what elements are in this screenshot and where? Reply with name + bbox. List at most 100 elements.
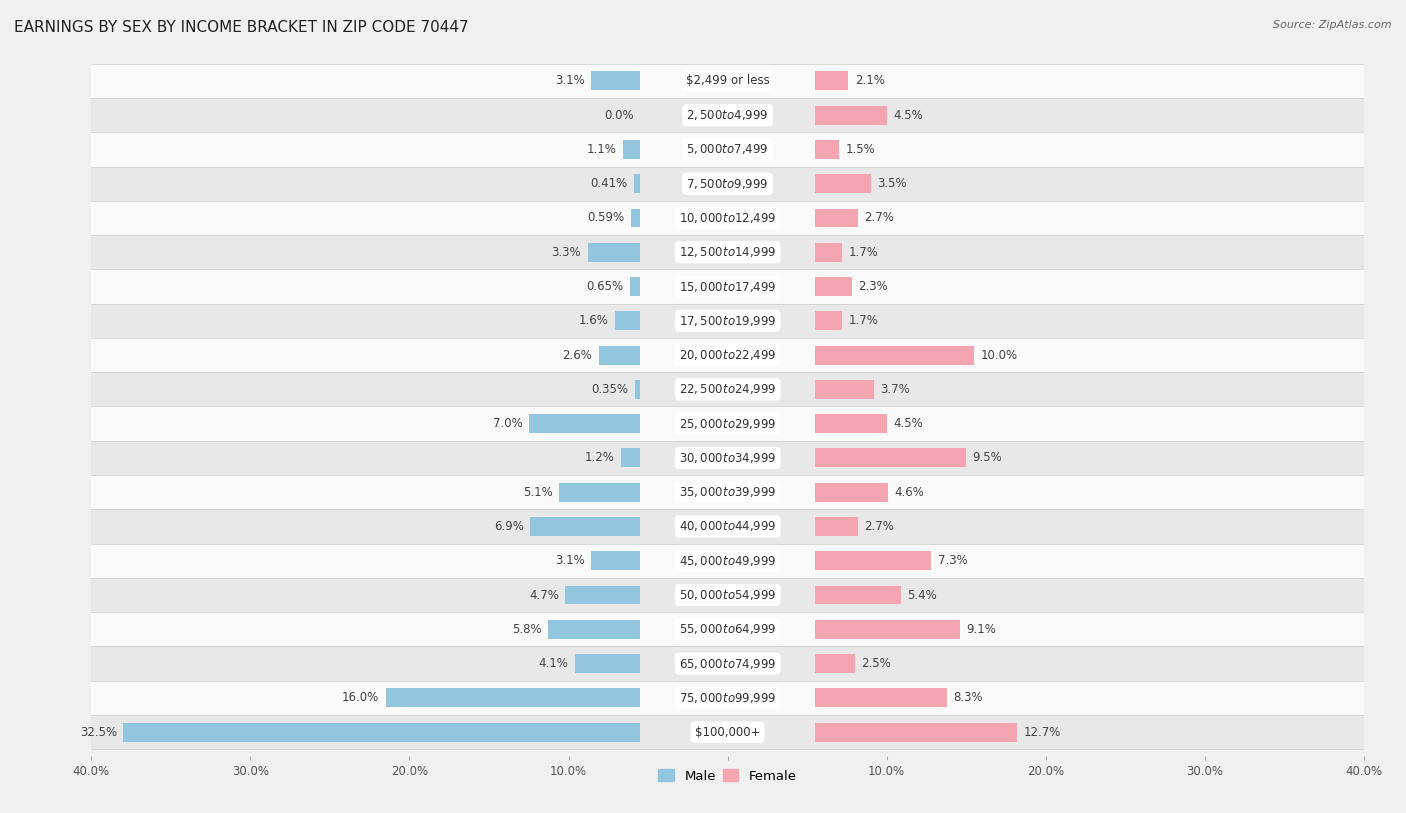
Bar xyxy=(815,380,875,399)
Text: 3.5%: 3.5% xyxy=(877,177,907,190)
Bar xyxy=(815,140,839,159)
Text: 9.1%: 9.1% xyxy=(966,623,995,636)
Text: 32.5%: 32.5% xyxy=(80,725,117,738)
Bar xyxy=(548,620,640,639)
Bar xyxy=(124,723,640,741)
Text: $45,000 to $49,999: $45,000 to $49,999 xyxy=(679,554,776,567)
Bar xyxy=(815,414,887,433)
Bar xyxy=(815,209,858,228)
Text: $35,000 to $39,999: $35,000 to $39,999 xyxy=(679,485,776,499)
Text: 3.1%: 3.1% xyxy=(555,75,585,88)
Text: 2.7%: 2.7% xyxy=(865,211,894,224)
Text: 7.3%: 7.3% xyxy=(938,554,967,567)
Text: $65,000 to $74,999: $65,000 to $74,999 xyxy=(679,657,776,671)
Bar xyxy=(815,243,842,262)
Bar xyxy=(91,441,1364,475)
Bar xyxy=(621,449,640,467)
Text: 4.7%: 4.7% xyxy=(529,589,560,602)
Bar xyxy=(91,269,1364,304)
Bar xyxy=(815,585,901,604)
Text: 5.8%: 5.8% xyxy=(512,623,541,636)
Bar xyxy=(631,209,640,228)
Bar xyxy=(91,715,1364,750)
Bar xyxy=(560,483,640,502)
Bar xyxy=(529,414,640,433)
Text: 0.65%: 0.65% xyxy=(586,280,623,293)
Text: $40,000 to $44,999: $40,000 to $44,999 xyxy=(679,520,776,533)
Bar xyxy=(815,723,1017,741)
Bar xyxy=(91,167,1364,201)
Text: 3.1%: 3.1% xyxy=(555,554,585,567)
Text: 1.1%: 1.1% xyxy=(586,143,616,156)
Text: $10,000 to $12,499: $10,000 to $12,499 xyxy=(679,211,776,225)
Bar xyxy=(91,646,1364,680)
Bar xyxy=(575,654,640,673)
Text: 1.7%: 1.7% xyxy=(848,315,879,328)
Text: 6.9%: 6.9% xyxy=(494,520,524,533)
Bar xyxy=(91,578,1364,612)
Bar xyxy=(591,72,640,90)
Bar xyxy=(91,304,1364,338)
Text: EARNINGS BY SEX BY INCOME BRACKET IN ZIP CODE 70447: EARNINGS BY SEX BY INCOME BRACKET IN ZIP… xyxy=(14,20,468,35)
Bar xyxy=(91,680,1364,715)
Bar xyxy=(634,174,640,193)
Bar xyxy=(630,277,640,296)
Bar xyxy=(91,63,1364,98)
Bar xyxy=(91,612,1364,646)
Bar xyxy=(91,133,1364,167)
Text: 9.5%: 9.5% xyxy=(973,451,1002,464)
Bar xyxy=(815,311,842,330)
Bar xyxy=(530,517,640,536)
Text: 4.1%: 4.1% xyxy=(538,657,568,670)
Text: $30,000 to $34,999: $30,000 to $34,999 xyxy=(679,451,776,465)
Text: $2,500 to $4,999: $2,500 to $4,999 xyxy=(686,108,769,122)
Text: $2,499 or less: $2,499 or less xyxy=(686,75,769,88)
Text: 1.5%: 1.5% xyxy=(845,143,875,156)
Bar xyxy=(91,475,1364,509)
Bar xyxy=(91,338,1364,372)
Text: 2.3%: 2.3% xyxy=(858,280,887,293)
Text: $17,500 to $19,999: $17,500 to $19,999 xyxy=(679,314,776,328)
Bar xyxy=(91,544,1364,578)
Bar xyxy=(815,483,889,502)
Bar xyxy=(91,98,1364,133)
Text: 4.6%: 4.6% xyxy=(894,485,925,498)
Text: Source: ZipAtlas.com: Source: ZipAtlas.com xyxy=(1274,20,1392,30)
Text: $22,500 to $24,999: $22,500 to $24,999 xyxy=(679,382,776,397)
Bar xyxy=(91,372,1364,406)
Bar xyxy=(91,235,1364,269)
Text: 2.5%: 2.5% xyxy=(862,657,891,670)
Bar xyxy=(815,517,858,536)
Text: 4.5%: 4.5% xyxy=(893,417,922,430)
Text: 16.0%: 16.0% xyxy=(342,691,380,704)
Bar xyxy=(815,689,948,707)
Bar xyxy=(91,509,1364,544)
Text: 10.0%: 10.0% xyxy=(980,349,1018,362)
Text: $55,000 to $64,999: $55,000 to $64,999 xyxy=(679,622,776,637)
Text: 1.2%: 1.2% xyxy=(585,451,614,464)
Text: 1.7%: 1.7% xyxy=(848,246,879,259)
Bar xyxy=(815,449,966,467)
Text: 2.7%: 2.7% xyxy=(865,520,894,533)
Text: 4.5%: 4.5% xyxy=(893,109,922,122)
Bar xyxy=(91,406,1364,441)
Bar xyxy=(591,551,640,570)
Text: 5.1%: 5.1% xyxy=(523,485,553,498)
Text: $25,000 to $29,999: $25,000 to $29,999 xyxy=(679,416,776,431)
Bar xyxy=(91,201,1364,235)
Text: $50,000 to $54,999: $50,000 to $54,999 xyxy=(679,588,776,602)
Bar xyxy=(623,140,640,159)
Bar xyxy=(815,72,848,90)
Text: $15,000 to $17,499: $15,000 to $17,499 xyxy=(679,280,776,293)
Bar xyxy=(815,106,887,124)
Text: $75,000 to $99,999: $75,000 to $99,999 xyxy=(679,691,776,705)
Text: $5,000 to $7,499: $5,000 to $7,499 xyxy=(686,142,769,156)
Text: 3.7%: 3.7% xyxy=(880,383,910,396)
Text: 0.0%: 0.0% xyxy=(605,109,634,122)
Legend: Male, Female: Male, Female xyxy=(652,764,803,788)
Text: 2.6%: 2.6% xyxy=(562,349,592,362)
Bar xyxy=(599,346,640,364)
Bar xyxy=(815,620,960,639)
Bar xyxy=(815,277,852,296)
Bar xyxy=(815,551,931,570)
